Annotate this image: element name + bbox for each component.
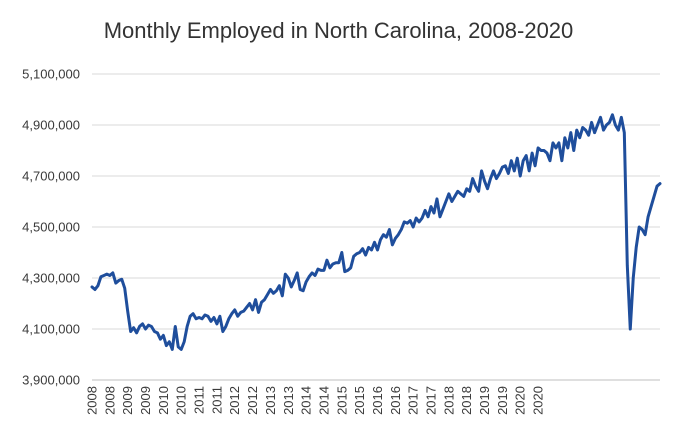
x-tick-label: 2010 bbox=[156, 386, 171, 415]
x-tick-label: 2020 bbox=[513, 386, 528, 415]
x-tick-label: 2014 bbox=[316, 386, 331, 415]
x-tick-label: 2012 bbox=[245, 386, 260, 415]
x-tick-label: 2018 bbox=[459, 386, 474, 415]
x-tick-label: 2015 bbox=[352, 386, 367, 415]
x-tick-label: 2016 bbox=[388, 386, 403, 415]
x-tick-label: 2017 bbox=[406, 386, 421, 415]
x-tick-label: 2009 bbox=[120, 386, 135, 415]
y-tick-label: 3,900,000 bbox=[22, 373, 80, 388]
y-tick-label: 4,500,000 bbox=[22, 220, 80, 235]
x-tick-label: 2014 bbox=[299, 386, 314, 415]
series-line-employed bbox=[90, 113, 662, 351]
x-tick-label: 2011 bbox=[192, 386, 207, 414]
x-axis-tick-labels: 2008 2008 2009 2009 2010 2010 2011 2011 2012 2012… bbox=[85, 386, 546, 415]
x-tick-label: 2015 bbox=[334, 386, 349, 415]
y-tick-label: 4,700,000 bbox=[22, 169, 80, 184]
series-group bbox=[90, 113, 662, 351]
x-tick-label: 2009 bbox=[138, 386, 153, 415]
x-tick-label: 2013 bbox=[263, 386, 278, 415]
x-tick-label: 2020 bbox=[531, 386, 546, 415]
y-tick-label: 4,300,000 bbox=[22, 271, 80, 286]
y-tick-label: 5,100,000 bbox=[22, 67, 80, 82]
y-axis-tick-labels: 3,900,000 4,100,000 4,300,000 4,500,000 4,70… bbox=[22, 67, 80, 388]
chart-title: Monthly Employed in North Carolina, 2008… bbox=[104, 18, 574, 43]
x-tick-label: 2017 bbox=[424, 386, 439, 415]
y-tick-label: 4,100,000 bbox=[22, 322, 80, 337]
x-tick-label: 2011 bbox=[209, 386, 224, 414]
x-tick-label: 2008 bbox=[102, 386, 117, 415]
x-tick-label: 2019 bbox=[495, 386, 510, 415]
y-tick-label: 4,900,000 bbox=[22, 118, 80, 133]
x-tick-label: 2012 bbox=[227, 386, 242, 415]
x-tick-label: 2008 bbox=[85, 386, 100, 415]
x-tick-label: 2013 bbox=[281, 386, 296, 415]
x-tick-label: 2018 bbox=[441, 386, 456, 415]
x-tick-label: 2019 bbox=[477, 386, 492, 415]
x-tick-label: 2016 bbox=[370, 386, 385, 415]
x-tick-label: 2010 bbox=[174, 386, 189, 415]
